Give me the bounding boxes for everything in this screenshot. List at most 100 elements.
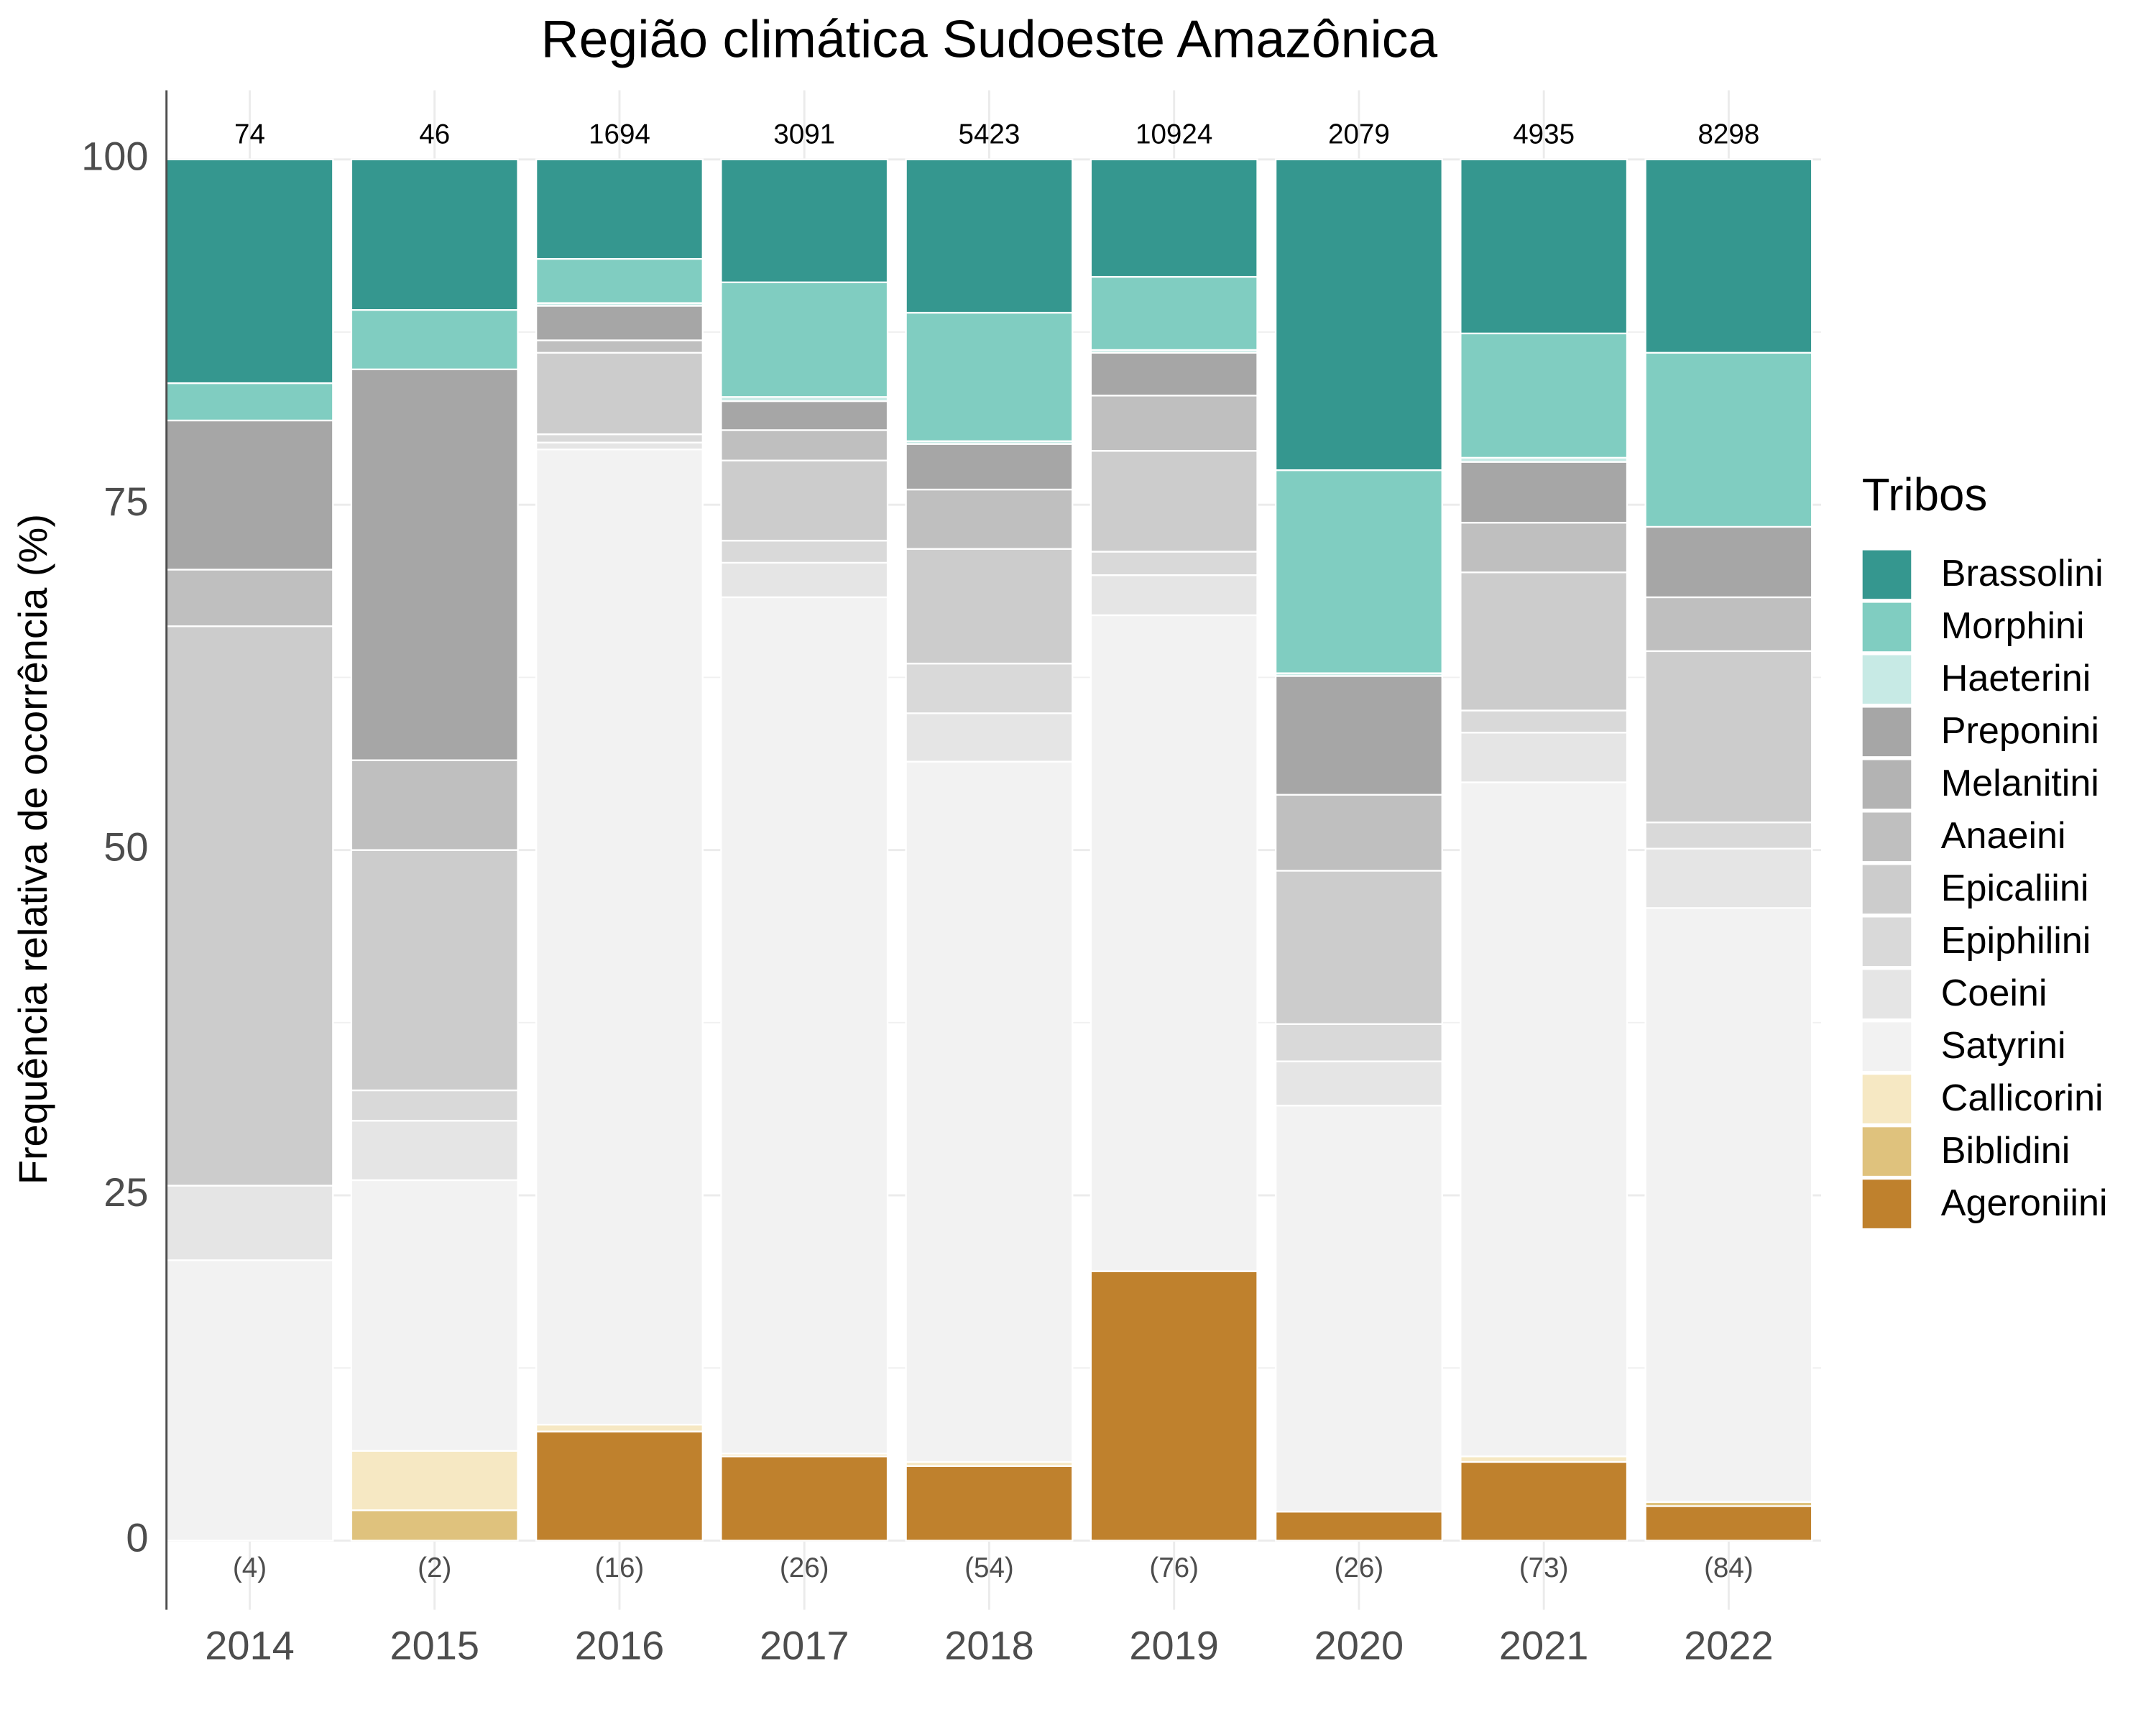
legend-label: Ageroniini (1941, 1182, 2108, 1224)
bar-segment (350, 309, 519, 371)
bar-segment (905, 548, 1074, 665)
legend-label: Satyrini (1941, 1025, 2066, 1067)
bar-segment (1644, 650, 1813, 824)
bar-segment (535, 448, 704, 1426)
legend-label: Morphini (1941, 605, 2085, 647)
bar-segment (1644, 596, 1813, 653)
bar-segment (1644, 351, 1813, 528)
bar-segment (720, 459, 889, 542)
count-label: (26) (1335, 1552, 1384, 1583)
bar-segment (350, 1450, 519, 1512)
bar-segment (905, 488, 1074, 550)
count-label: (2) (418, 1552, 451, 1583)
bar-segment (165, 382, 334, 422)
bar-segment (535, 433, 704, 443)
bar-segment (535, 339, 704, 354)
y-axis-label: Frequência relativa de ocorrência (%) (10, 514, 55, 1184)
bar-segment (350, 1179, 519, 1452)
bar-segment (1089, 614, 1258, 1272)
bar-segment (905, 760, 1074, 1463)
bar-segment (350, 368, 519, 761)
legend-key (1861, 1021, 1913, 1072)
bar-segment (720, 596, 889, 1455)
bar-segment (1274, 158, 1443, 472)
x-tick-label: 2016 (575, 1622, 665, 1668)
count-label: (16) (595, 1552, 645, 1583)
total-label: 10924 (1135, 119, 1212, 150)
count-label: (26) (780, 1552, 829, 1583)
legend-label: Epicaliini (1941, 868, 2089, 909)
x-tick-label: 2021 (1499, 1622, 1589, 1668)
total-label: 4935 (1513, 119, 1575, 150)
bar-segment (1274, 1510, 1443, 1542)
bar-segment (1460, 522, 1628, 574)
legend-key (1861, 1073, 1913, 1125)
bar-segment (720, 561, 889, 599)
bar-segment (720, 1455, 889, 1542)
x-tick-label: 2022 (1684, 1622, 1774, 1668)
bar-segment (350, 849, 519, 1092)
x-tick-label: 2020 (1314, 1622, 1404, 1668)
bar-segment (720, 400, 889, 431)
bar-segment (1460, 158, 1628, 335)
y-tick-label: 100 (81, 134, 148, 179)
bar-segment (1274, 794, 1443, 872)
legend-label: Biblidini (1941, 1130, 2070, 1172)
bar-segment (1644, 907, 1813, 1503)
x-tick-label: 2018 (944, 1622, 1034, 1668)
bar-segment (1644, 525, 1813, 599)
count-label: (73) (1519, 1552, 1569, 1583)
bar-segment (350, 759, 519, 851)
bar-segment (1460, 781, 1628, 1458)
bar-segment (535, 1423, 704, 1432)
legend-key (1861, 1178, 1913, 1230)
total-label: 74 (234, 119, 265, 150)
bar-segment (165, 158, 334, 385)
x-tick-label: 2015 (390, 1622, 479, 1668)
bar-segment (1644, 822, 1813, 850)
bar-segment (1274, 1023, 1443, 1062)
bar-segment (1460, 571, 1628, 712)
total-label: 1694 (589, 119, 650, 150)
legend-key (1861, 1126, 1913, 1177)
bar-segment (1089, 1270, 1258, 1542)
legend-key (1861, 863, 1913, 915)
y-tick-label: 50 (103, 824, 148, 869)
bar-segment (535, 1430, 704, 1542)
bar-segment (1644, 1505, 1813, 1542)
legend-label: Epiphilini (1941, 920, 2091, 962)
legend-key (1861, 811, 1913, 863)
legend-key (1861, 758, 1913, 811)
bar-segment (350, 1120, 519, 1182)
legend-label: Haeterini (1941, 658, 2091, 699)
bar-segment (165, 1259, 334, 1542)
total-label: 5423 (958, 119, 1020, 150)
bar-segment (535, 158, 704, 260)
bar-segment (165, 569, 334, 627)
bar-segment (905, 1465, 1074, 1542)
bar-segment (1089, 395, 1258, 452)
legend-key (1861, 968, 1913, 1020)
bar-segment (905, 158, 1074, 314)
bar-segment (350, 158, 519, 311)
y-tick-label: 0 (126, 1514, 148, 1560)
bar-segment (535, 257, 704, 304)
count-label: (4) (233, 1552, 267, 1583)
bar-segment (720, 429, 889, 461)
bar-segment (1274, 1060, 1443, 1107)
bar-segment (720, 281, 889, 398)
y-tick-label: 75 (103, 479, 148, 524)
bar-segment (535, 351, 704, 436)
legend-label: Melanitini (1941, 763, 2099, 804)
bar-segment (1089, 158, 1258, 278)
bar-segment (165, 1184, 334, 1261)
bar-segment (1274, 1104, 1443, 1513)
bar-segment (1460, 709, 1628, 734)
bar-segment (165, 419, 334, 571)
bar-segment (535, 441, 704, 451)
bar-segment (1274, 469, 1443, 674)
legend-key (1861, 706, 1913, 758)
x-tick-label: 2019 (1129, 1622, 1219, 1668)
x-tick-label: 2014 (205, 1622, 295, 1668)
bar-segment (1460, 332, 1628, 459)
